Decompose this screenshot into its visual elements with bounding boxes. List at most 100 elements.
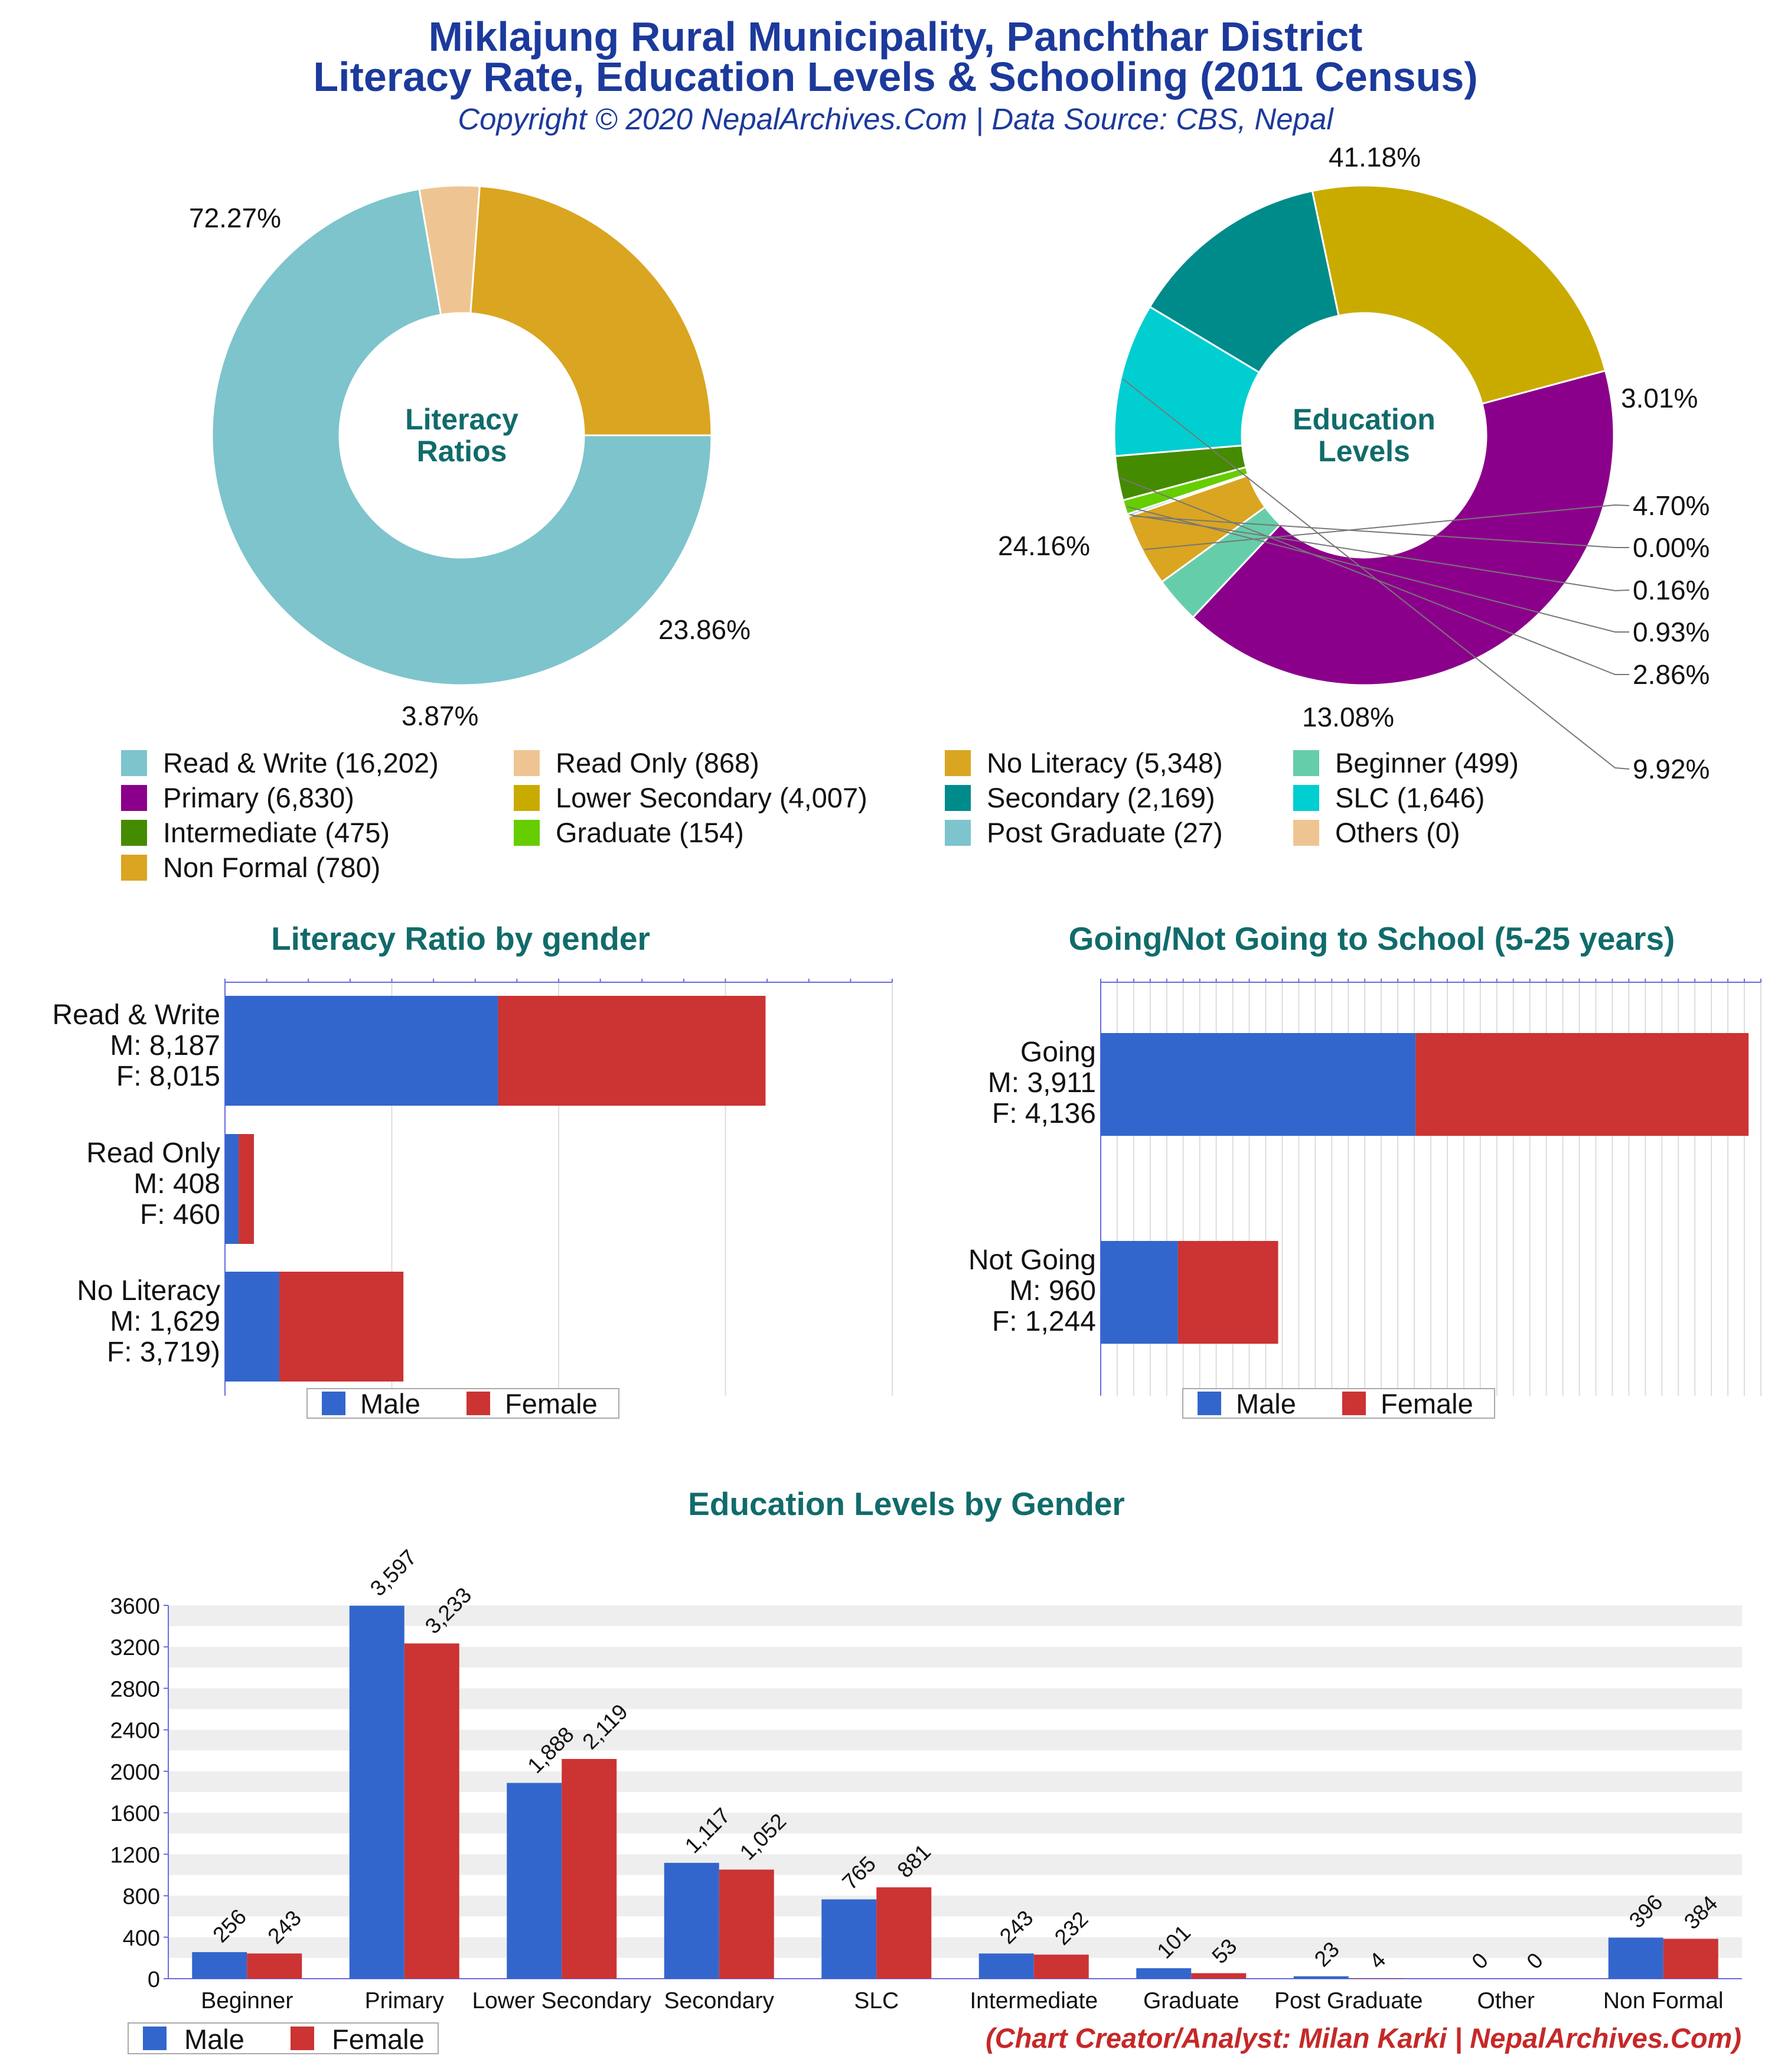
- education-gender-ytick-label: 2000: [110, 1760, 160, 1785]
- education-gender-category-label-post-graduate: Post Graduate: [1274, 1988, 1423, 2014]
- legend-swatch-beginner: [1293, 750, 1319, 776]
- education-gender-ytick-label: 1200: [110, 1843, 160, 1868]
- education-gender-bar-male-primary: [349, 1605, 404, 1979]
- legend-label-intermediate: Intermediate (475): [163, 817, 390, 848]
- literacy-donut-slice-no-literacy: [469, 185, 713, 436]
- education-donut-pct-label-beginner: 3.01%: [1621, 383, 1698, 413]
- legend-swatch-intermediate: [121, 820, 147, 846]
- education-donut-slice-slc: [1113, 305, 1261, 457]
- school-gender-category-label-not-going: M: 960: [1009, 1275, 1096, 1307]
- legend-swatch-lower-secondary: [514, 785, 540, 811]
- school-gender-bar-male-going: [1101, 1033, 1416, 1136]
- education-gender-category-label-lower-secondary: Lower Secondary: [472, 1988, 651, 2014]
- education-gender-legend-label-male: Male: [184, 2024, 244, 2055]
- education-gender-plot: [164, 1605, 1742, 1979]
- education-donut-pct-label-secondary: 13.08%: [1302, 702, 1394, 732]
- education-gender-category-label-beginner: Beginner: [201, 1988, 293, 2014]
- literacy-gender-category-label-read-write: M: 8,187: [110, 1030, 220, 1061]
- education-gender-band: [168, 1626, 1742, 1647]
- education-donut-pct-label-lower-secondary: 24.16%: [998, 530, 1090, 561]
- education-gender-ytick-label: 400: [123, 1926, 160, 1951]
- legend-label-slc: SLC (1,646): [1335, 782, 1485, 813]
- education-gender-bar-female-non-formal: [1663, 1939, 1718, 1979]
- education-gender-value-label-male-primary: 3,597: [366, 1545, 421, 1601]
- literacy-donut-pct-label-no-literacy: 23.86%: [658, 614, 751, 645]
- legend-label-primary: Primary (6,830): [163, 782, 354, 813]
- legend-label-non-formal: Non Formal (780): [163, 852, 380, 883]
- legend-label-read-write: Read & Write (16,202): [163, 747, 439, 778]
- legend-swatch-secondary: [945, 785, 971, 811]
- education-gender-bar-male-beginner: [192, 1952, 247, 1979]
- education-gender-bar-male-secondary: [664, 1862, 719, 1979]
- school-gender-category-label-going: F: 4,136: [992, 1098, 1096, 1129]
- literacy-gender-category-label-no-literacy: M: 1,629: [110, 1306, 220, 1337]
- education-gender-bar-female-beginner: [247, 1953, 302, 1979]
- literacy-donut-slice-read-write: [211, 188, 713, 686]
- education-gender-ytick-label: 3200: [110, 1636, 160, 1660]
- literacy-donut-pct-label-read-write: 72.27%: [189, 203, 281, 233]
- school-gender-legend-swatch-male: [1198, 1392, 1221, 1415]
- literacy-gender-bar-male-no-literacy: [225, 1272, 280, 1382]
- education-gender-bar-male-graduate: [1136, 1968, 1192, 1979]
- literacy-gender-category-label-read-only: M: 408: [133, 1168, 220, 1200]
- school-gender-legend-label-female: Female: [1381, 1388, 1473, 1419]
- education-gender-legend-box: [128, 2022, 439, 2054]
- education-gender-bar-female-secondary: [719, 1869, 774, 1979]
- literacy-gender-legend-box: [306, 1388, 619, 1419]
- education-donut-leader-non-formal: [1144, 504, 1630, 550]
- education-gender-bar-female-slc: [876, 1887, 932, 1979]
- education-gender-ytick-label: 2800: [110, 1677, 160, 1702]
- copyright-note: Copyright © 2020 NepalArchives.Com | Dat…: [458, 102, 1333, 136]
- education-donut-slice-secondary: [1149, 190, 1340, 374]
- literacy-gender-bar-female-no-literacy: [279, 1272, 404, 1382]
- literacy-gender-bar-female-read-write: [498, 996, 766, 1106]
- education-gender-ytick-label: 3600: [110, 1594, 160, 1619]
- education-donut-pct-label-slc: 9.92%: [1633, 754, 1710, 784]
- school-gender-category-label-not-going: F: 1,244: [992, 1306, 1096, 1337]
- school-gender-category-label-not-going: Not Going: [968, 1244, 1096, 1276]
- education-gender-ytick-label: 2400: [110, 1719, 160, 1744]
- education-gender-bar-male-lower-secondary: [507, 1783, 562, 1979]
- education-donut-pct-label-graduate: 0.93%: [1633, 617, 1710, 647]
- school-gender-plot: [1100, 979, 1761, 1396]
- legend-swatch-primary: [121, 785, 147, 811]
- education-gender-ytick-label: 800: [123, 1885, 160, 1910]
- education-donut-leader-graduate: [1127, 506, 1629, 633]
- education-gender-bar-female-lower-secondary: [562, 1758, 617, 1979]
- education-gender-category-label-slc: SLC: [854, 1988, 899, 2014]
- literacy-gender-category-label-read-write: F: 8,015: [116, 1061, 220, 1092]
- legend-swatch-post-graduate: [945, 820, 971, 846]
- school-gender-legend-swatch-female: [1342, 1392, 1366, 1415]
- education-donut-slice-primary: [1192, 369, 1615, 686]
- school-gender-legend-box: [1182, 1388, 1495, 1419]
- education-donut-leader-post-graduate: [1129, 514, 1630, 592]
- legend-swatch-others: [1293, 820, 1319, 846]
- literacy-donut-pct-label-read-only: 3.87%: [402, 701, 478, 731]
- legend-swatch-graduate: [514, 820, 540, 846]
- legend-label-others: Others (0): [1335, 817, 1460, 848]
- education-gender-ytick-label: 1600: [110, 1801, 160, 1826]
- literacy-gender-title: Literacy Ratio by gender: [271, 920, 650, 957]
- legend-swatch-non-formal: [121, 855, 147, 881]
- education-gender-legend-swatch-male: [143, 2027, 167, 2050]
- literacy-gender-bar-male-read-write: [225, 996, 498, 1106]
- education-gender-category-label-non-formal: Non Formal: [1603, 1988, 1724, 2014]
- page-title-line1: Miklajung Rural Municipality, Panchthar …: [428, 14, 1363, 60]
- education-gender-legend-label-female: Female: [332, 2024, 425, 2055]
- education-gender-category-label-primary: Primary: [365, 1988, 445, 2014]
- education-gender-ytick-label: 0: [148, 1967, 160, 1992]
- education-gender-bar-male-non-formal: [1608, 1937, 1663, 1979]
- literacy-gender-category-label-read-write: Read & Write: [52, 999, 220, 1031]
- literacy-gender-bar-female-read-only: [239, 1134, 255, 1244]
- literacy-gender-legend-label-male: Male: [360, 1388, 420, 1419]
- education-gender-category-label-secondary: Secondary: [664, 1988, 775, 2014]
- literacy-donut-center-title: Literacy: [405, 403, 518, 436]
- literacy-gender-category-label-no-literacy: F: 3,719): [107, 1337, 220, 1368]
- education-gender-category-label-graduate: Graduate: [1143, 1988, 1239, 2014]
- school-gender-category-label-going: M: 3,911: [988, 1067, 1096, 1099]
- legend-label-graduate: Graduate (154): [556, 817, 744, 848]
- education-gender-category-label-intermediate: Intermediate: [970, 1988, 1098, 2014]
- education-donut-pct-label-non-formal: 4.70%: [1633, 490, 1710, 521]
- literacy-gender-legend-label-female: Female: [505, 1388, 598, 1419]
